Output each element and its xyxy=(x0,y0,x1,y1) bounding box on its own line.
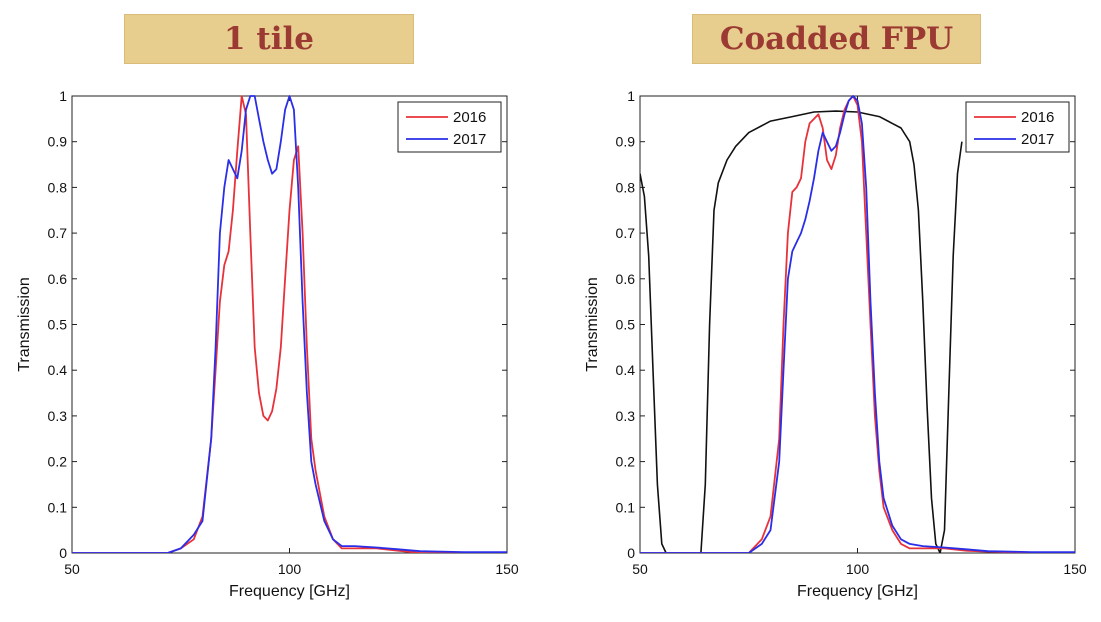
series-line-2017 xyxy=(72,95,507,553)
y-axis-label: Transmission xyxy=(16,277,33,372)
y-tick-label: 0.4 xyxy=(48,362,68,378)
x-tick-label: 50 xyxy=(64,561,80,577)
x-axis-label: Frequency [GHz] xyxy=(229,583,350,600)
x-tick-label: 100 xyxy=(846,561,870,577)
y-tick-label: 0 xyxy=(627,545,635,561)
legend-label-2016: 2016 xyxy=(453,109,486,126)
series-line-2017 xyxy=(640,95,1075,553)
y-tick-label: 0.9 xyxy=(48,134,68,150)
series-line-window xyxy=(640,110,963,553)
y-tick-label: 0.5 xyxy=(48,317,68,333)
y-tick-label: 0.7 xyxy=(616,225,636,241)
x-tick-label: 100 xyxy=(278,561,302,577)
y-axis-label: Transmission xyxy=(584,277,601,372)
y-tick-label: 0.2 xyxy=(48,454,68,470)
x-tick-label: 50 xyxy=(632,561,648,577)
y-tick-label: 1 xyxy=(59,88,67,104)
series-line-2016 xyxy=(640,95,1075,553)
legend-box xyxy=(397,101,502,153)
y-tick-label: 0.1 xyxy=(616,499,636,515)
y-tick-label: 0.6 xyxy=(616,271,636,287)
x-tick-label: 150 xyxy=(1063,561,1087,577)
axes-frame xyxy=(71,95,508,554)
legend-box xyxy=(965,101,1070,153)
y-tick-label: 1 xyxy=(627,88,635,104)
y-tick-label: 0 xyxy=(59,545,67,561)
y-tick-label: 0.8 xyxy=(616,179,636,195)
chart-title-coadded-fpu: Coadded FPU xyxy=(692,14,981,64)
y-tick-label: 0.9 xyxy=(616,134,636,150)
y-tick-label: 0.4 xyxy=(616,362,636,378)
y-tick-label: 0.3 xyxy=(616,408,636,424)
y-tick-label: 0.1 xyxy=(48,499,68,515)
y-tick-label: 0.3 xyxy=(48,408,68,424)
y-tick-label: 0.6 xyxy=(48,271,68,287)
x-axis-label: Frequency [GHz] xyxy=(797,583,918,600)
y-tick-label: 0.5 xyxy=(616,317,636,333)
series-line-2016 xyxy=(72,95,507,553)
y-tick-label: 0.8 xyxy=(48,179,68,195)
legend-label-2017: 2017 xyxy=(1021,131,1054,148)
y-tick-label: 0.7 xyxy=(48,225,68,241)
x-tick-label: 150 xyxy=(495,561,519,577)
chart-title-1-tile: 1 tile xyxy=(124,14,414,64)
legend-label-2017: 2017 xyxy=(453,131,486,148)
legend-label-2016: 2016 xyxy=(1021,109,1054,126)
y-tick-label: 0.2 xyxy=(616,454,636,470)
